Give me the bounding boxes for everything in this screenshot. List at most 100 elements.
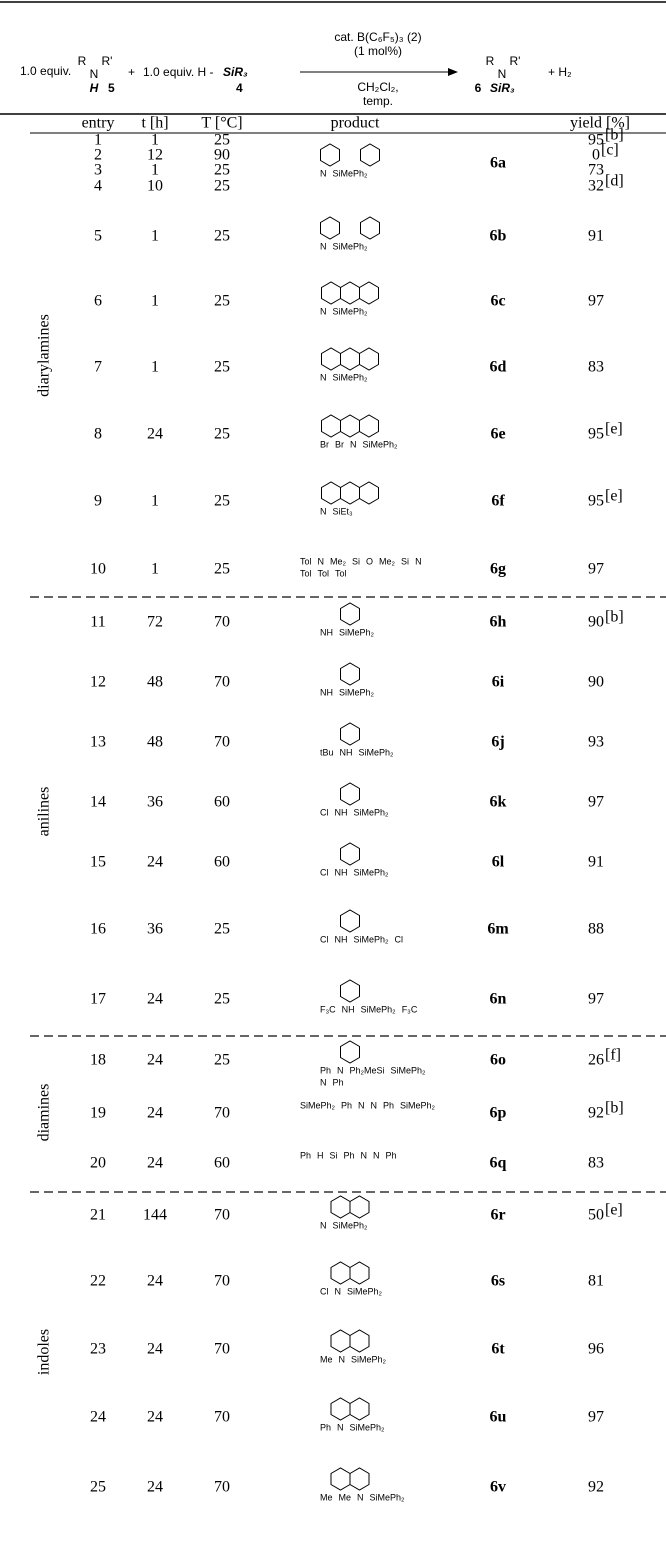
structure: PhHSiPhNNPh [300,1150,397,1160]
atom-label: Cl [320,807,329,817]
ring [341,348,360,370]
yield: 97 [588,794,604,811]
entry: 25 [90,1479,106,1496]
atom-label: N [337,1065,344,1075]
yield: 97 [588,1409,604,1426]
atom-label: Ph [320,1065,331,1075]
atom-label: Cl [320,1286,329,1296]
entry: 18 [90,1052,106,1069]
group-label: diamines [36,1084,53,1142]
atom-label: Ph [300,1150,311,1160]
product-label: 6v [490,1479,506,1496]
ring [322,282,341,304]
header: entry [82,115,115,132]
atom-label: Ph₂MeSi [350,1065,385,1075]
silane: SiR₃ [223,65,248,79]
ring [331,1398,350,1420]
product-label: 6i [492,674,505,691]
yield: 32 [588,178,604,195]
product-label: 6a [490,155,506,172]
yield: 93 [588,734,604,751]
atom-label: N [320,1220,327,1230]
time: 24 [147,991,163,1008]
ring [341,415,360,437]
atom-label: NH [342,1004,355,1014]
entry: 16 [90,921,106,938]
yield: 95 [588,426,604,443]
entry: 17 [90,991,106,1008]
compound-number: 6 [475,81,482,95]
time: 1 [151,293,159,310]
atom-label: Tol [318,568,330,578]
temperature: 60 [214,1155,230,1172]
condition: (1 mol%) [354,44,402,58]
atom-label: SiMePh₂ [339,687,375,697]
atom-label: NH [335,867,348,877]
footnote: [d] [605,173,624,190]
structure: NSiEt₃ [320,482,379,516]
entry: 5 [94,228,102,245]
entry: 3 [94,162,102,179]
time: 36 [147,794,163,811]
atom-label: NH [335,807,348,817]
entry: 11 [90,614,105,631]
atom-label: SiMePh₂ [339,627,375,637]
atom-label: Si [401,556,409,566]
atom-label: SiMePh₂ [333,168,369,178]
time: 72 [147,614,163,631]
yield: 92 [588,1479,604,1496]
silane: SiR₃ [490,81,515,95]
ring [331,1262,350,1284]
ring [331,1468,350,1490]
structure: NSiMePh₂ [320,282,379,316]
product-label: 6p [490,1105,507,1122]
atom-label: Ph [320,1422,331,1432]
temperature: 70 [214,614,230,631]
atom: R' [510,54,521,68]
time: 24 [147,1341,163,1358]
ring [341,980,360,1002]
condition: CH₂Cl₂, [357,80,398,94]
temperature: 25 [214,359,230,376]
entry: 22 [90,1273,106,1290]
yield: 95 [588,493,604,510]
atom-label: F₃C [320,1004,336,1014]
time: 24 [147,1409,163,1426]
ring [321,144,340,166]
atom-label: Br [335,439,344,449]
atom-label: SiMePh₂ [359,747,395,757]
temperature: 25 [214,162,230,179]
temperature: 70 [214,1341,230,1358]
atom-label: Cl [320,934,329,944]
atom-label: N [320,168,327,178]
atom-label: Br [320,439,329,449]
structure: PhNPh₂MeSiSiMePh₂NPh [320,1041,426,1087]
ring [331,1196,350,1218]
atom-label: Ph [383,1100,394,1110]
entry: 14 [90,794,106,811]
entry: 21 [90,1207,106,1224]
time: 1 [151,359,159,376]
ring [361,144,380,166]
atom-label: Tol [335,568,347,578]
structure: F₃CNHSiMePh₂F₃C [320,980,418,1014]
ring [321,217,340,239]
group-label: anilines [36,787,53,837]
product-label: 6q [490,1155,507,1172]
product-label: 6t [491,1341,505,1358]
atom-label: NH [320,687,333,697]
time: 24 [147,1105,163,1122]
structure: NH SiMePh₂ [320,663,375,697]
atom-label: N [371,1100,378,1110]
atom-label: Tol [300,568,312,578]
scheme: 1.0 equiv. R N R' H 5 + 1.0 equiv. H - S… [20,30,572,108]
footnote: [b] [605,1100,624,1117]
temperature: 25 [214,921,230,938]
product-label: 6d [490,359,507,376]
atom-label: Si [352,556,360,566]
atom-label: N [339,1354,346,1364]
ring [341,783,360,805]
compound-number: 5 [108,81,115,95]
